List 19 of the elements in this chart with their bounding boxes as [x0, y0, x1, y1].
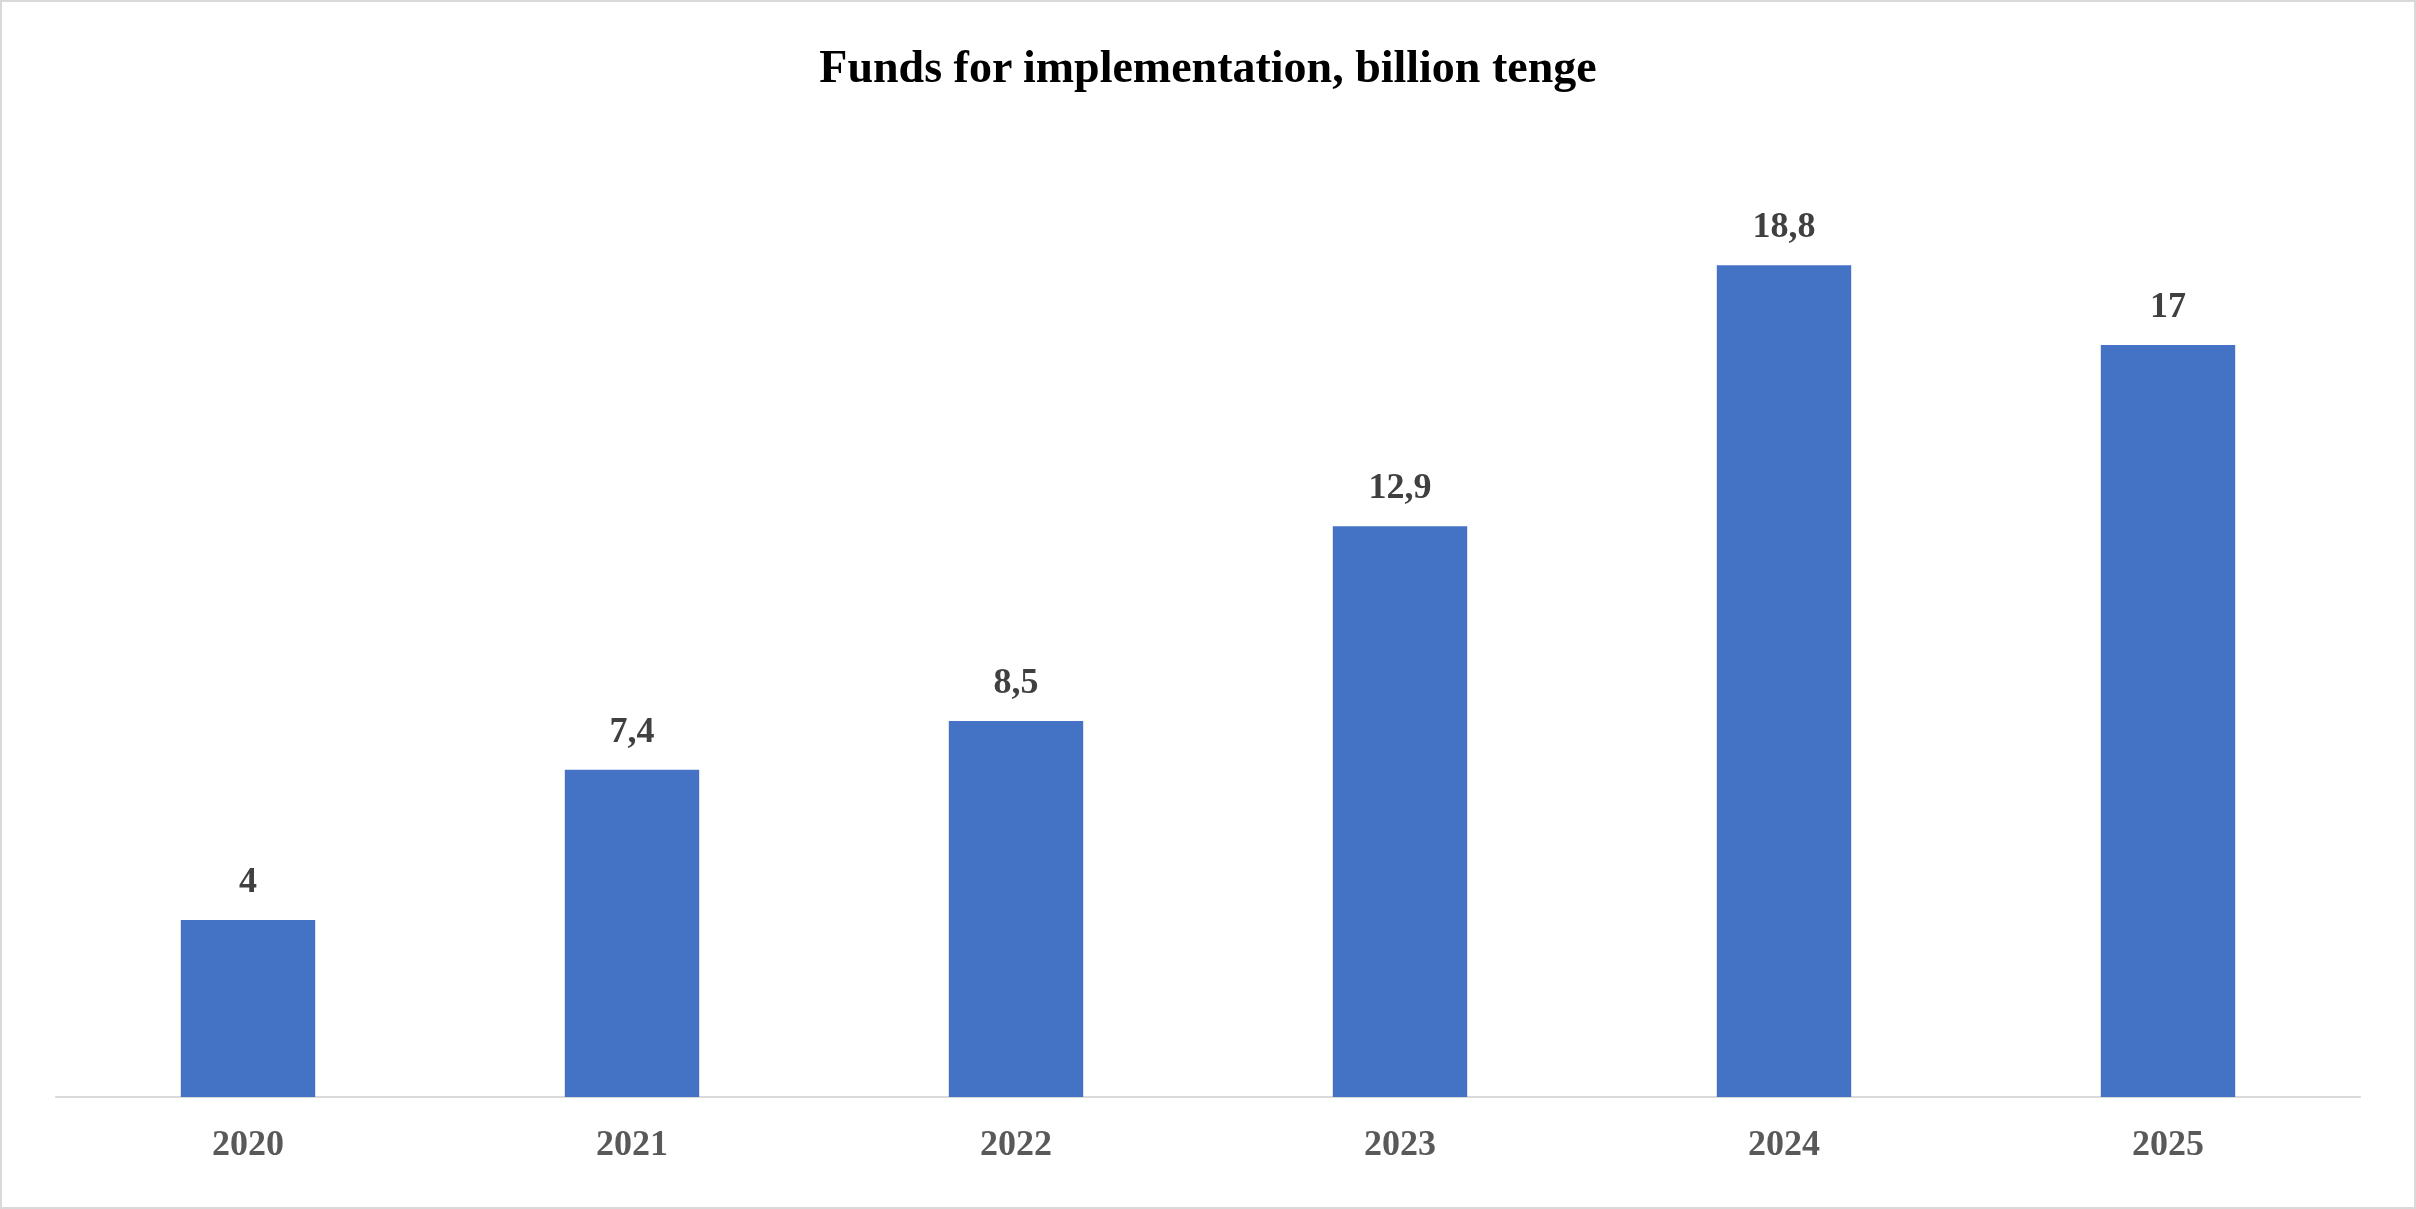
- x-tick-label: 2020: [212, 1123, 284, 1163]
- data-label: 4: [239, 860, 257, 901]
- bar: [948, 720, 1084, 1097]
- bar: [1716, 265, 1852, 1097]
- x-tick-label: 2024: [1748, 1123, 1820, 1163]
- data-label: 17: [2150, 284, 2186, 325]
- bar: [180, 920, 316, 1097]
- bar: [1332, 526, 1468, 1097]
- x-tick-label: 2023: [1364, 1123, 1436, 1163]
- data-label: 8,5: [993, 660, 1039, 701]
- x-tick-label: 2021: [596, 1123, 668, 1163]
- x-tick-label: 2025: [2132, 1123, 2204, 1163]
- chart-title: Funds for implementation, billion tenge: [819, 40, 1597, 92]
- bar: [2100, 344, 2236, 1097]
- x-tick-label: 2022: [980, 1123, 1052, 1163]
- bar: [564, 769, 700, 1097]
- data-label: 12,9: [1368, 466, 1432, 507]
- data-label: 18,8: [1752, 205, 1816, 246]
- data-label: 7,4: [609, 709, 655, 750]
